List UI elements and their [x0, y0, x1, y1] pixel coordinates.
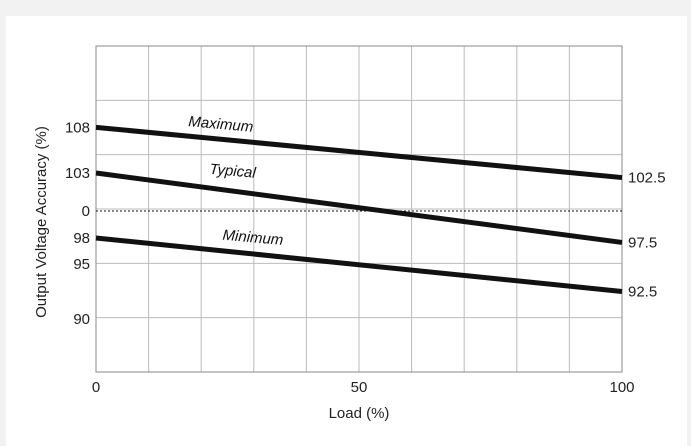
x-tick-label: 50: [351, 379, 368, 396]
x-tick-label: 0: [92, 379, 100, 396]
y-tick-label: 98: [73, 230, 90, 247]
chart-panel: [6, 16, 687, 446]
y-tick-label: 95: [73, 256, 90, 273]
series-end-label-minimum: 92.5: [628, 284, 657, 301]
series-layer: Maximum 102.5 Typical 97.5 Minimum 92.5: [95, 113, 666, 301]
series-label-maximum: Maximum: [188, 113, 254, 136]
series-end-label-typical: 97.5: [628, 234, 657, 251]
series-label-typical: Typical: [209, 161, 257, 182]
y-tick-label: 0: [82, 203, 90, 220]
series-line-minimum: [95, 235, 623, 294]
y-tick-label: 90: [73, 311, 90, 328]
y-axis-title: Output Voltage Accuracy (%): [33, 126, 50, 318]
series-end-label-maximum: 102.5: [628, 170, 666, 187]
y-tick-label: 108: [65, 119, 90, 136]
x-tick-label: 100: [609, 379, 634, 396]
series-label-minimum: Minimum: [222, 227, 284, 249]
plot-frame: [95, 45, 623, 373]
tick-labels: 108 103 0 98 95 90 0 50 100: [65, 119, 635, 396]
y-tick-label: 103: [65, 165, 90, 182]
x-axis-title: Load (%): [329, 405, 390, 422]
series-line-typical: [95, 170, 623, 245]
series-line-maximum: [95, 124, 623, 181]
